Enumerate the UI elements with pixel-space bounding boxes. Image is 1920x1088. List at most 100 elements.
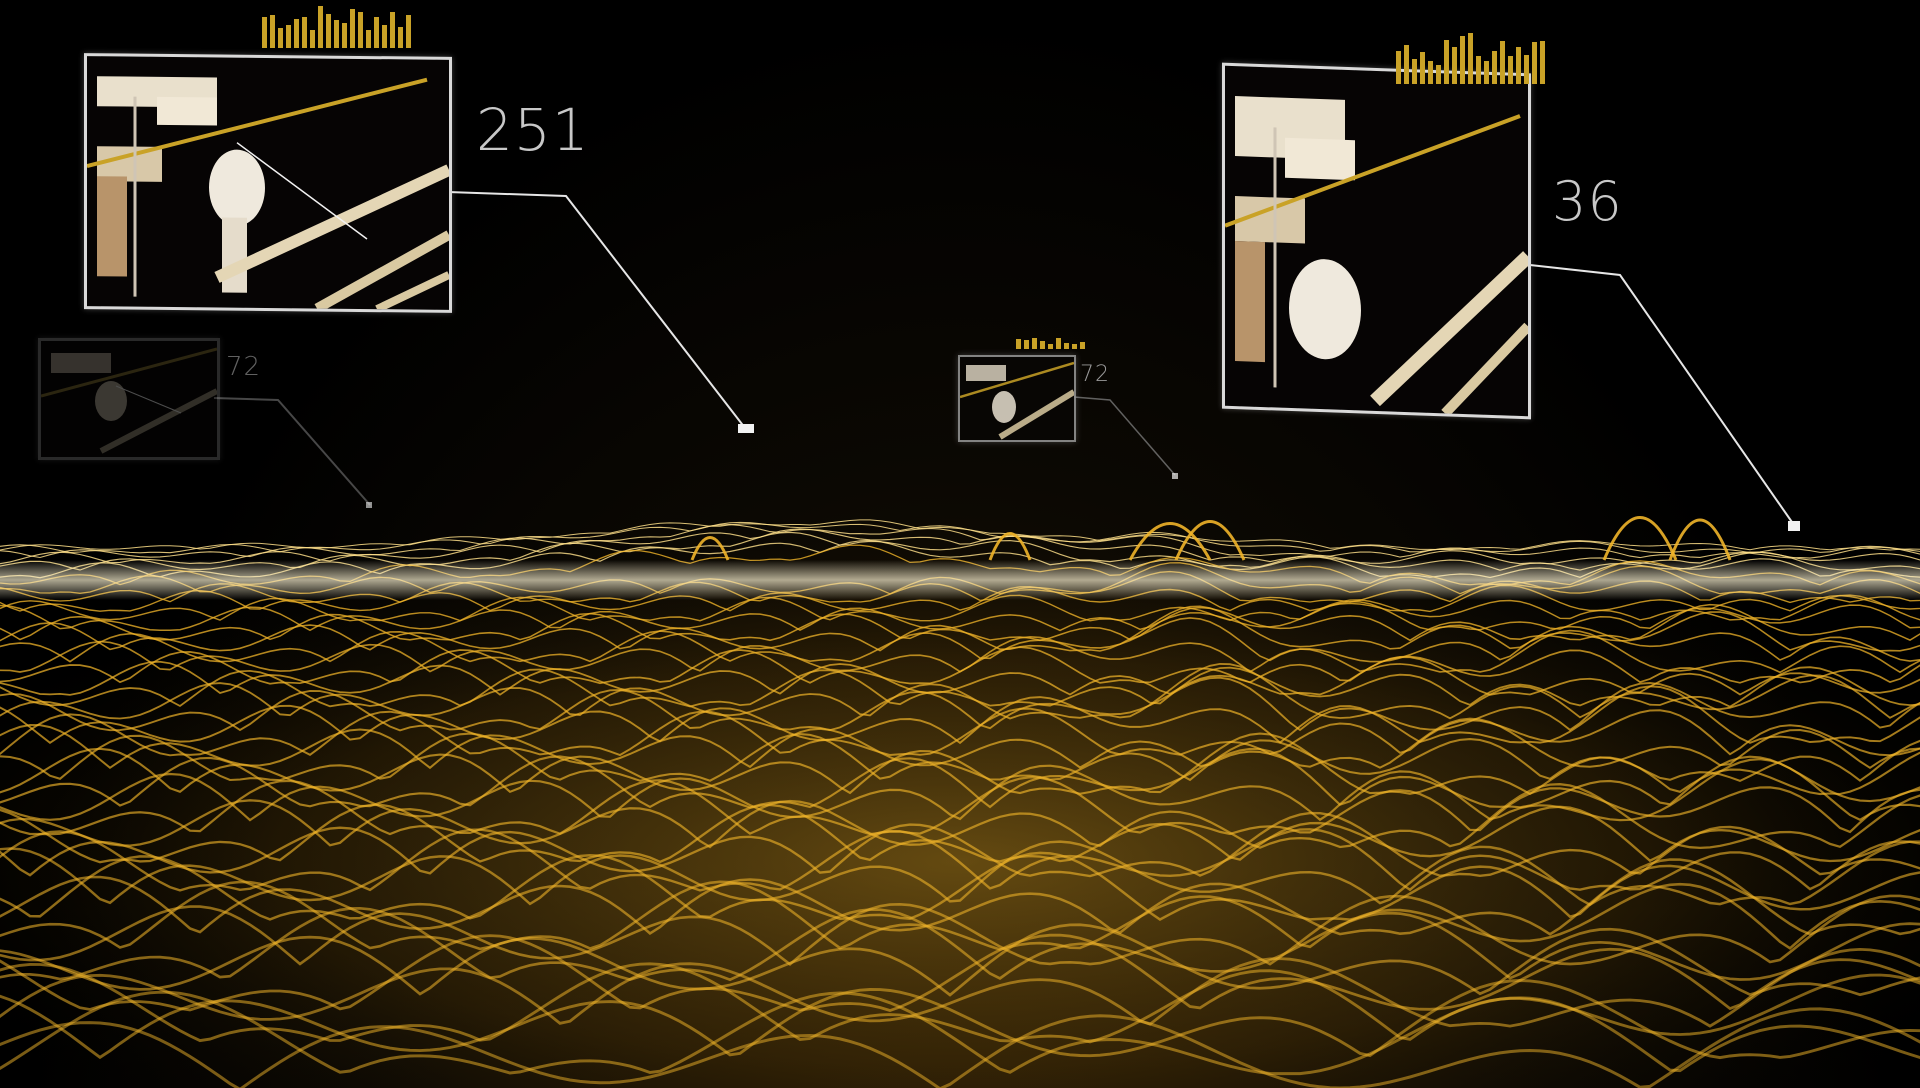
equalizer-bar (406, 15, 411, 48)
equalizer-bar (1540, 41, 1545, 84)
equalizer-bar (1452, 47, 1457, 84)
wave-line (0, 894, 1920, 966)
equalizer-bar (1436, 65, 1441, 84)
wave-line (0, 617, 1920, 663)
wave-peak (988, 532, 1032, 561)
equalizer-bar (1428, 61, 1433, 84)
equalizer-bar (1048, 344, 1053, 349)
equalizer-bar (1532, 42, 1537, 84)
equalizer-bar (334, 20, 339, 48)
equalizer-bar (1412, 59, 1417, 84)
wave-line (0, 717, 1920, 770)
wave-line (0, 840, 1920, 907)
horizon-glow (0, 560, 1920, 600)
equalizer-bar (278, 28, 283, 48)
wave-line (0, 962, 1920, 1044)
wave-line (0, 947, 1920, 1028)
value-readout-251: 251 (476, 96, 590, 164)
wave-line (0, 656, 1920, 696)
wave-line (0, 979, 1920, 1060)
wave-line (0, 707, 1920, 757)
wave-line (0, 783, 1920, 850)
piano-action-thumbnail (41, 341, 217, 457)
wave-peak (1174, 520, 1246, 561)
equalizer-bar (1016, 339, 1021, 349)
leader-line-72-center (1073, 396, 1176, 476)
camera-panel-large-left (84, 53, 452, 313)
equalizer-bar (318, 6, 323, 48)
equalizer-bar (358, 12, 363, 48)
wave-line (0, 685, 1920, 745)
wave-line (0, 603, 1920, 642)
wave-line (0, 880, 1920, 951)
wave-line (0, 732, 1920, 796)
leader-line-251 (447, 191, 746, 429)
piano-action-thumbnail (1225, 65, 1528, 417)
wave-line (0, 594, 1920, 622)
square-marker-icon (366, 502, 372, 508)
equalizer-bar (1024, 340, 1029, 349)
camera-panel-small-left (38, 338, 220, 460)
equalizer-bar (1500, 41, 1505, 84)
equalizer-bar (1072, 344, 1077, 349)
square-marker-icon (1172, 473, 1178, 479)
equalizer-bar (1524, 55, 1529, 84)
equalizer-bar (1460, 36, 1465, 84)
equalizer-bars-icon (1016, 335, 1085, 349)
wave-line (0, 858, 1920, 936)
wave-line (0, 923, 1920, 997)
equalizer-bar (1404, 45, 1409, 84)
wave-line (0, 600, 1920, 632)
wave-line (0, 990, 1920, 1076)
camera-panel-small-center (958, 355, 1076, 442)
equalizer-bar (302, 17, 307, 48)
equalizer-bar (1484, 61, 1489, 84)
wave-line (0, 1007, 1920, 1088)
wave-line (0, 646, 1920, 685)
equalizer-bar (1476, 56, 1481, 84)
equalizer-bar (270, 15, 275, 48)
wave-peak (1668, 518, 1732, 561)
wave-line (0, 528, 1920, 565)
camera-panel-large-right (1222, 62, 1531, 420)
wave-line (0, 933, 1920, 1012)
piano-action-thumbnail (960, 357, 1074, 440)
equalizer-bar (1420, 52, 1425, 84)
equalizer-bar (1508, 56, 1513, 84)
equalizer-bar (1032, 338, 1037, 349)
equalizer-bar (326, 14, 331, 48)
equalizer-bar (1064, 343, 1069, 349)
wave-peak (1128, 522, 1212, 561)
wave-line (0, 803, 1920, 864)
wave-peak (1602, 516, 1678, 561)
equalizer-bar (1080, 342, 1085, 349)
equalizer-bar (1444, 40, 1449, 84)
value-readout-72-center: 72 (1080, 362, 1110, 387)
equalizer-bar (390, 12, 395, 48)
value-readout-72-left: 72 (226, 352, 262, 382)
wave-line (0, 811, 1920, 878)
wave-line (0, 676, 1920, 732)
equalizer-bars-icon (1396, 28, 1545, 84)
equalizer-bar (1516, 47, 1521, 84)
equalizer-bar (398, 27, 403, 48)
square-marker-icon (738, 424, 754, 433)
equalizer-bar (374, 17, 379, 48)
equalizer-bar (1040, 341, 1045, 349)
value-readout-36: 36 (1552, 170, 1623, 233)
equalizer-bars-icon (262, 0, 411, 48)
wave-line (0, 758, 1920, 822)
equalizer-bar (262, 17, 267, 48)
wave-line (0, 776, 1920, 836)
wave-line (0, 605, 1920, 652)
equalizer-bar (1396, 51, 1401, 84)
equalizer-bar (1468, 33, 1473, 84)
wave-line (0, 584, 1920, 613)
equalizer-bar (366, 30, 371, 48)
wave-line (0, 906, 1920, 982)
equalizer-bar (310, 30, 315, 48)
equalizer-bar (342, 23, 347, 48)
leader-line-36 (1529, 264, 1795, 526)
